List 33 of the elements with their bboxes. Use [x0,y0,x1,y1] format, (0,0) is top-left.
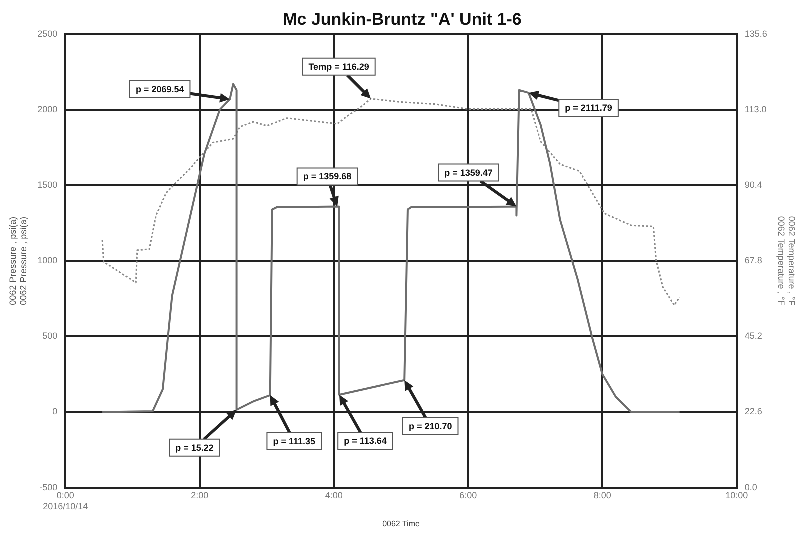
y2-tick-label: 113.0 [744,104,767,114]
y2-tick-label: 22.6 [744,406,762,417]
y2-tick-label: 90.4 [744,180,762,190]
annotation: p = 1359.47 [444,168,493,178]
x-tick-label: 2:00 [191,490,209,501]
y2-axis-title: 0062 Temperature , °F 0062 Temperature , °F [776,216,798,306]
y-tick-label: 500 [42,331,58,342]
y-tick-label: 2500 [38,28,58,39]
y-tick-label: -500 [40,482,58,492]
y-axis-title: 0062 Pressure , psi(a) 0062 Pressure , psi(a) [8,216,29,306]
x-tick-label: 0:00 2016/10/14 [43,490,88,512]
x-axis-title: 0062 Time [382,519,420,528]
annotation: Temp = 116.29 [308,62,370,72]
y-tick-label: 0 [52,406,58,417]
y-tick-label: 1500 [38,180,58,190]
annotation: p = 111.35 [273,436,316,446]
y2-tick-label: 135.6 [744,28,768,39]
annotation: p = 2069.54 [136,84,184,94]
y-tick-label: 1000 [38,256,58,266]
annotation: p = 210.70 [408,421,452,432]
annotation: p = 113.64 [344,436,387,446]
y2-tick-label: 67.8 [744,256,762,266]
annotation: p = 2111.79 [565,103,612,114]
x-tick-label: 4:00 [325,490,343,501]
annotation: p = 15.22 [176,442,214,453]
x-tick-label: 8:00 [594,490,612,501]
annotation: p = 1359.68 [303,172,352,182]
x-tick-label: 6:00 [460,490,478,501]
y2-tick-label: 0.0 [744,482,758,492]
y2-tick-label: 45.2 [744,331,762,342]
x-tick-label: 10:00 [726,490,748,501]
chart-title: Mc Junkin-Bruntz "A' Unit 1-6 [283,10,522,29]
y-tick-label: 2000 [38,104,58,114]
